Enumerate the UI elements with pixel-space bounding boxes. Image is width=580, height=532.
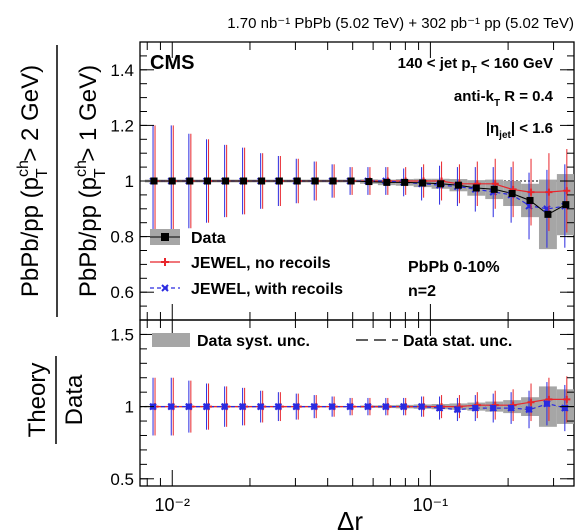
xtick-label: 10⁻¹ [413, 495, 449, 515]
data-point [490, 185, 498, 193]
ratio-recoil-marker [436, 405, 443, 412]
data-point [222, 177, 230, 185]
top-ytick-label: 1 [125, 172, 134, 191]
data-point [419, 179, 427, 187]
ratio-recoil-marker [382, 403, 389, 410]
ratio-recoil-marker [364, 403, 371, 410]
x-axis-title: Δr [337, 506, 363, 532]
data-point [150, 177, 158, 185]
ratio-y-title-top: Theory [24, 363, 51, 438]
ratio-recoil-marker [347, 403, 354, 410]
data-point [383, 178, 391, 186]
axes-ticks: 0.6 0.8 1 1.2 1.4 0.5 1 1.5 10⁻² 10⁻¹ [110, 42, 574, 515]
ratio-recoil-marker [257, 403, 264, 410]
algorithm-label: anti-kT R = 0.4 [454, 88, 554, 109]
y-axis-title-inner: PbPb/pp (pch T > 1 GeV) [73, 65, 109, 297]
ratio-recoil-marker [311, 403, 318, 410]
data-point [472, 184, 480, 192]
xtick-label: 10⁻² [154, 495, 190, 515]
data-point [454, 181, 462, 189]
legend-jewel-norecoil-label: JEWEL, no recoils [191, 255, 331, 272]
bottom-ytick-label: 1 [125, 398, 134, 417]
bottom-ytick-label: 0.5 [110, 470, 134, 489]
data-point [365, 178, 373, 186]
ratio-recoil-marker [454, 406, 461, 413]
data-point [186, 177, 194, 185]
centrality-label: PbPb 0-10% [408, 259, 500, 276]
ratio-recoil-marker [221, 403, 228, 410]
ratio-recoil-marker [185, 403, 192, 410]
ratio-recoil-marker [508, 405, 515, 412]
legend-stat-label: Data stat. unc. [403, 333, 512, 350]
ratio-y-title-bottom: Data [61, 374, 88, 425]
legend-top: Data JEWEL, no recoils JEWEL, with recoi… [150, 229, 343, 298]
top-ytick-label: 1.4 [110, 61, 134, 80]
data-point [562, 201, 570, 209]
legend-syst-swatch [152, 333, 190, 347]
top-panel-marks [140, 125, 574, 250]
ratio-recoil-marker [472, 405, 479, 412]
data-point [311, 177, 319, 185]
legend-data-label: Data [191, 230, 226, 247]
data-point [347, 177, 355, 185]
top-ytick-label: 1.2 [110, 116, 134, 135]
ratio-recoil-marker [329, 403, 336, 410]
data-point [293, 177, 301, 185]
jewel-norecoil-point [527, 188, 535, 196]
top-ytick-label: 0.8 [110, 228, 134, 247]
experiment-label: CMS [150, 52, 194, 74]
ratio-recoil-marker [526, 406, 533, 413]
lumi-label: 1.70 nb⁻¹ PbPb (5.02 TeV) + 302 pb⁻¹ pp … [227, 15, 574, 32]
ratio-recoil-marker [293, 403, 300, 410]
ratio-recoil-marker [543, 400, 550, 407]
bottom-ytick-label: 1.5 [110, 325, 134, 344]
top-ytick-label: 0.6 [110, 283, 134, 302]
n-label: n=2 [408, 283, 436, 300]
ratio-norecoil-point [527, 398, 535, 406]
data-point [508, 190, 516, 198]
data-point [437, 180, 445, 188]
ratio-recoil-marker [400, 403, 407, 410]
jewel-norecoil-point [545, 188, 553, 196]
ratio-recoil-marker [490, 405, 497, 412]
data-point [258, 177, 266, 185]
eta-label: |ηjet| < 1.6 [486, 120, 553, 141]
data-point [168, 177, 176, 185]
data-point [275, 177, 283, 185]
bottom-panel-marks [140, 376, 574, 436]
legend-bottom: Data syst. unc. Data stat. unc. [152, 333, 512, 350]
data-point [526, 196, 534, 204]
data-point [544, 210, 552, 218]
legend-jewel-recoil-label: JEWEL, with recoils [191, 281, 343, 298]
data-point [204, 177, 212, 185]
data-point [401, 178, 409, 186]
data-point [240, 177, 248, 185]
ratio-recoil-marker [239, 403, 246, 410]
ratio-recoil-marker [561, 405, 568, 412]
legend-jewel-recoil-marker [161, 284, 169, 292]
ratio-recoil-marker [275, 403, 282, 410]
legend-jewel-norecoil-marker [161, 258, 169, 266]
ratio-recoil-marker [418, 403, 425, 410]
legend-syst-label: Data syst. unc. [197, 333, 310, 350]
ratio-recoil-marker [203, 403, 210, 410]
ratio-recoil-marker [168, 403, 175, 410]
data-point [329, 177, 337, 185]
jewel-norecoil-point [563, 187, 571, 195]
jet-pt-label: 140 < jet pT < 160 GeV [398, 55, 553, 76]
ratio-recoil-line [154, 403, 566, 411]
y-axis-title-outer: PbPb/pp (pch T > 2 GeV) [15, 65, 51, 297]
ratio-norecoil-point [563, 395, 571, 403]
